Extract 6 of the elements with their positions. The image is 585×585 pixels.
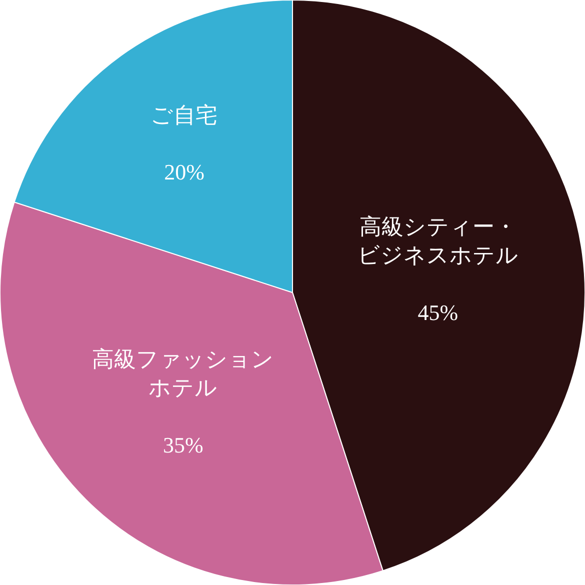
slice-label: 高級ファッションホテル <box>92 346 274 400</box>
slice-label: ご自宅 <box>150 102 218 128</box>
data-label: 20% <box>164 160 204 185</box>
data-label: 45% <box>418 300 458 325</box>
slice-label: 高級シティー・ビジネスホテル <box>357 214 518 268</box>
data-label: 35% <box>162 432 204 458</box>
